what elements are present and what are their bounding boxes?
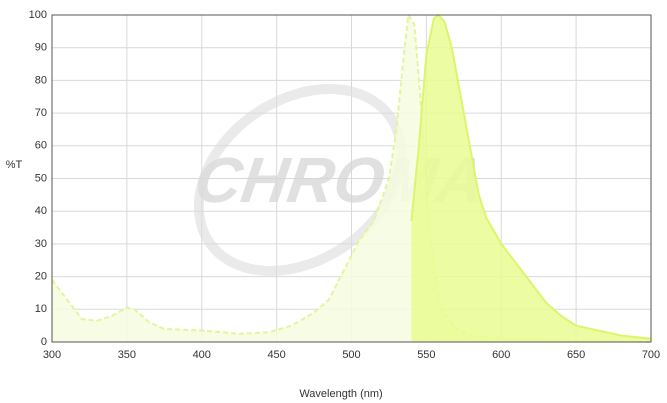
x-tick-label: 400 [193, 349, 211, 361]
y-tick-label: 30 [35, 238, 47, 250]
y-tick-label: 80 [35, 74, 47, 86]
x-tick-label: 650 [567, 349, 585, 361]
x-tick-label: 550 [417, 349, 435, 361]
y-tick-label: 20 [35, 271, 47, 283]
x-tick-label: 500 [342, 349, 360, 361]
area-fill [411, 15, 651, 342]
plot-border [51, 14, 652, 343]
x-tick-label: 350 [118, 349, 136, 361]
y-tick-label: 90 [35, 42, 47, 54]
area-fill [52, 15, 651, 342]
line [410, 13, 652, 340]
x-axis-label: Wavelength (nm) [299, 388, 382, 400]
y-tick-label: 60 [35, 140, 47, 152]
y-tick-label: 100 [29, 9, 47, 21]
x-tick-label: 450 [267, 349, 285, 361]
x-tick-label: 700 [642, 349, 660, 361]
y-axis-label: %T [6, 159, 23, 171]
x-tick-label: 600 [492, 349, 510, 361]
y-tick-label: 70 [35, 107, 47, 119]
y-tick-label: 50 [35, 172, 47, 184]
y-tick-label: 10 [35, 303, 47, 315]
y-tick-label: 40 [35, 205, 47, 217]
watermark-swoosh [193, 84, 407, 276]
x-tick-label: 300 [43, 349, 61, 361]
y-tick-label: 0 [41, 336, 47, 348]
